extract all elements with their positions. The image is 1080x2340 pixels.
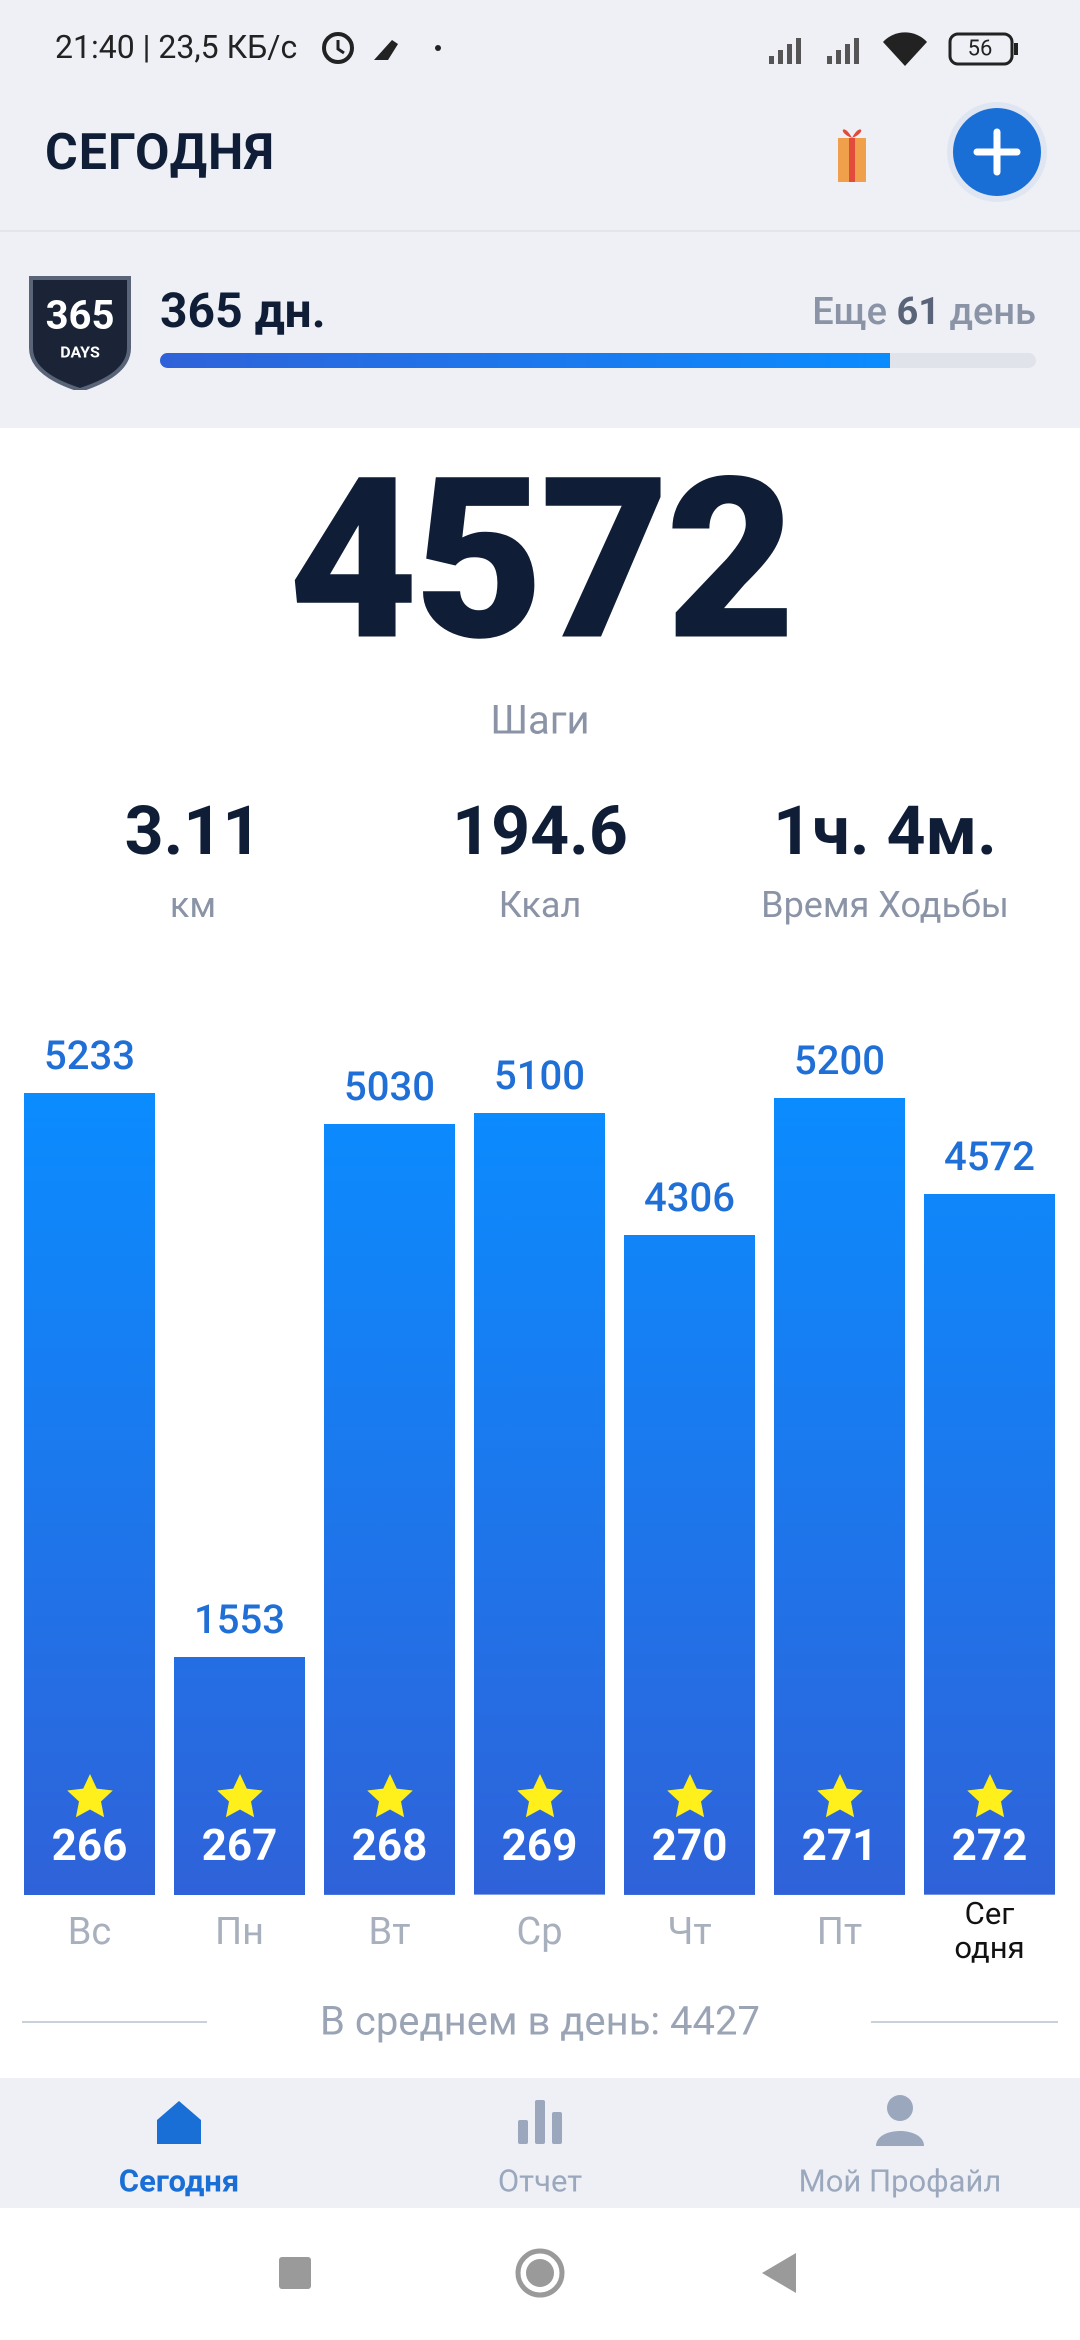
bar-value-label: 4572 [944, 1133, 1035, 1181]
remaining-prefix: Еще [812, 290, 887, 334]
streak-goal: 365 дн. [160, 282, 326, 339]
stat-value: 3.11 [124, 791, 262, 871]
streak-remaining: Еще 61 день [812, 290, 1036, 334]
stat-value: 1ч. 4м. [773, 791, 997, 871]
system-nav [279, 2248, 796, 2298]
divider [0, 230, 1080, 232]
day-number: 272 [951, 1819, 1028, 1871]
bar-value-label: 5100 [494, 1052, 585, 1100]
day-number: 266 [51, 1819, 128, 1871]
stat-label: Ккал [498, 884, 582, 926]
day-number: 267 [201, 1819, 278, 1871]
status-time: 21:40 | 23,5 КБ/с [55, 28, 298, 66]
bar-value-label: 5233 [44, 1032, 135, 1079]
bar [924, 1194, 1055, 1895]
bar-value-label: 5200 [794, 1037, 885, 1085]
star [816, 1773, 864, 1819]
battery-level: 56 [967, 36, 993, 62]
nav-icon-profile[interactable] [874, 2094, 926, 2148]
streak-days: 365 [160, 282, 243, 339]
steps-label: Шаги [490, 696, 590, 744]
add-button[interactable] [947, 102, 1047, 202]
star [216, 1773, 264, 1819]
status-signal [769, 32, 1018, 66]
remaining-days: 61 [896, 290, 941, 334]
bar [324, 1124, 455, 1895]
star [666, 1773, 714, 1819]
category-label: Вс [67, 1910, 112, 1954]
bar [174, 1656, 305, 1895]
header-title: СЕГОДНЯ [45, 124, 275, 182]
nav-label-active[interactable]: Сегодня [118, 2162, 240, 2200]
bar [774, 1098, 905, 1895]
progress-track [160, 353, 1036, 368]
star [516, 1773, 564, 1819]
nav-icon-report[interactable] [516, 2096, 564, 2146]
badge-label: DAYS [60, 342, 100, 362]
back-button[interactable] [762, 2253, 796, 2293]
star [66, 1773, 114, 1819]
category-label: Сег одня [954, 1895, 1025, 1966]
day-number: 269 [501, 1819, 578, 1871]
nav-label[interactable]: Мой Профайл [798, 2162, 1002, 2200]
category-label: Пт [816, 1910, 863, 1954]
badge [29, 276, 131, 390]
avg-line [22, 2021, 207, 2023]
bar-value-label: 5030 [344, 1063, 435, 1111]
status-icons [322, 32, 441, 64]
category-label: Вт [368, 1910, 411, 1954]
bar [24, 1093, 155, 1895]
nav-icon-home[interactable] [154, 2098, 204, 2146]
bar [624, 1235, 755, 1895]
category-label: Ср [516, 1910, 563, 1954]
bar [474, 1113, 605, 1895]
star [966, 1773, 1014, 1819]
remaining-suffix: день [949, 290, 1036, 334]
streak-unit: дн. [254, 282, 326, 339]
bar-value-label: 1553 [194, 1595, 285, 1643]
badge-number: 365 [45, 291, 115, 339]
nav-label[interactable]: Отчет [497, 2162, 583, 2200]
day-number: 268 [351, 1819, 428, 1871]
gift-icon[interactable] [832, 120, 872, 184]
day-number: 271 [801, 1819, 878, 1871]
progress-fill [160, 353, 890, 368]
home-button[interactable] [515, 2248, 565, 2298]
stat-value: 194.6 [452, 791, 628, 871]
average-text: В среднем в день: 4427 [320, 1997, 760, 2045]
steps-count: 4572 [288, 428, 795, 692]
recents-button[interactable] [279, 2257, 311, 2289]
stat-label: Время Ходьбы [761, 884, 1009, 926]
star [366, 1773, 414, 1819]
category-label: Чт [667, 1910, 712, 1954]
category-label: Пн [214, 1910, 265, 1954]
day-number: 270 [651, 1819, 728, 1871]
bar-value-label: 4306 [644, 1174, 735, 1222]
stat-label: км [169, 884, 217, 926]
avg-line [871, 2021, 1058, 2023]
